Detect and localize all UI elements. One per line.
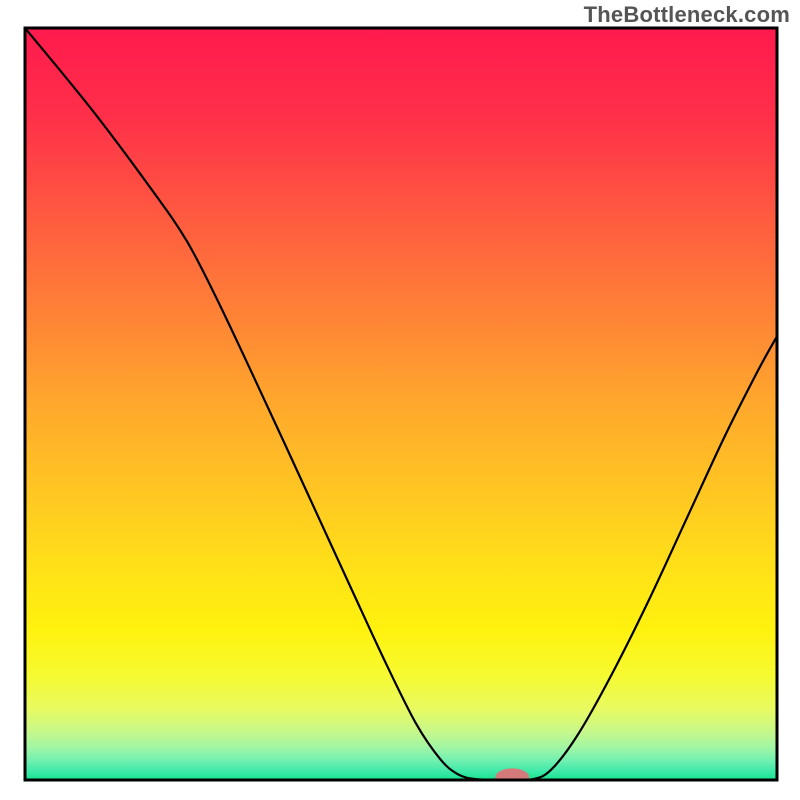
bottleneck-chart bbox=[0, 0, 800, 800]
bottleneck-marker bbox=[495, 768, 529, 786]
watermark-text: TheBottleneck.com bbox=[584, 2, 790, 28]
chart-stage: TheBottleneck.com bbox=[0, 0, 800, 800]
plot-background bbox=[25, 28, 777, 780]
